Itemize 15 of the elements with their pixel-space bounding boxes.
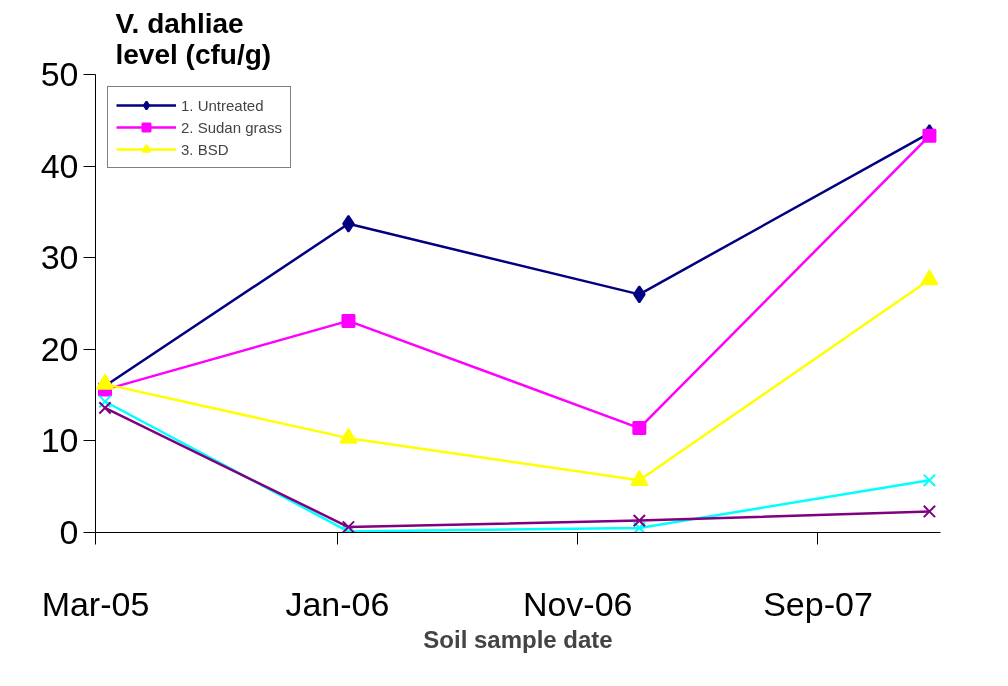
y-tick-label: 10 [40,421,79,460]
legend-label: 3. BSD [181,140,229,158]
y-tick-label: 40 [40,146,79,185]
y-tick-label: 50 [40,55,79,93]
legend-label: 1. Untreated [181,96,264,114]
y-tick-label: 0 [59,513,79,551]
x-tick-label: Jan-06 [285,584,390,623]
legend-label: 2. Sudan grass [181,118,282,136]
x-axis-title: Soil sample date [423,625,613,653]
y-tick-label: 30 [40,238,79,277]
x-tick-label: Sep-07 [763,584,873,623]
x-tick-label: Mar-05 [41,584,150,623]
x-tick-label: Nov-06 [522,584,633,623]
y-axis-title: V. dahliae level (cfu/g) [115,7,272,70]
y-tick-label: 20 [40,329,79,368]
